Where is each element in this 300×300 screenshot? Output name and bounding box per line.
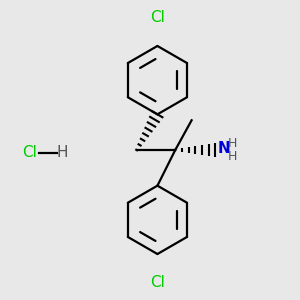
Text: H: H [228,150,237,163]
Text: H: H [228,137,237,150]
Text: Cl: Cl [150,10,165,25]
Text: H: H [57,146,68,160]
Text: Cl: Cl [150,275,165,290]
Text: Cl: Cl [22,146,37,160]
Text: N: N [218,141,230,156]
